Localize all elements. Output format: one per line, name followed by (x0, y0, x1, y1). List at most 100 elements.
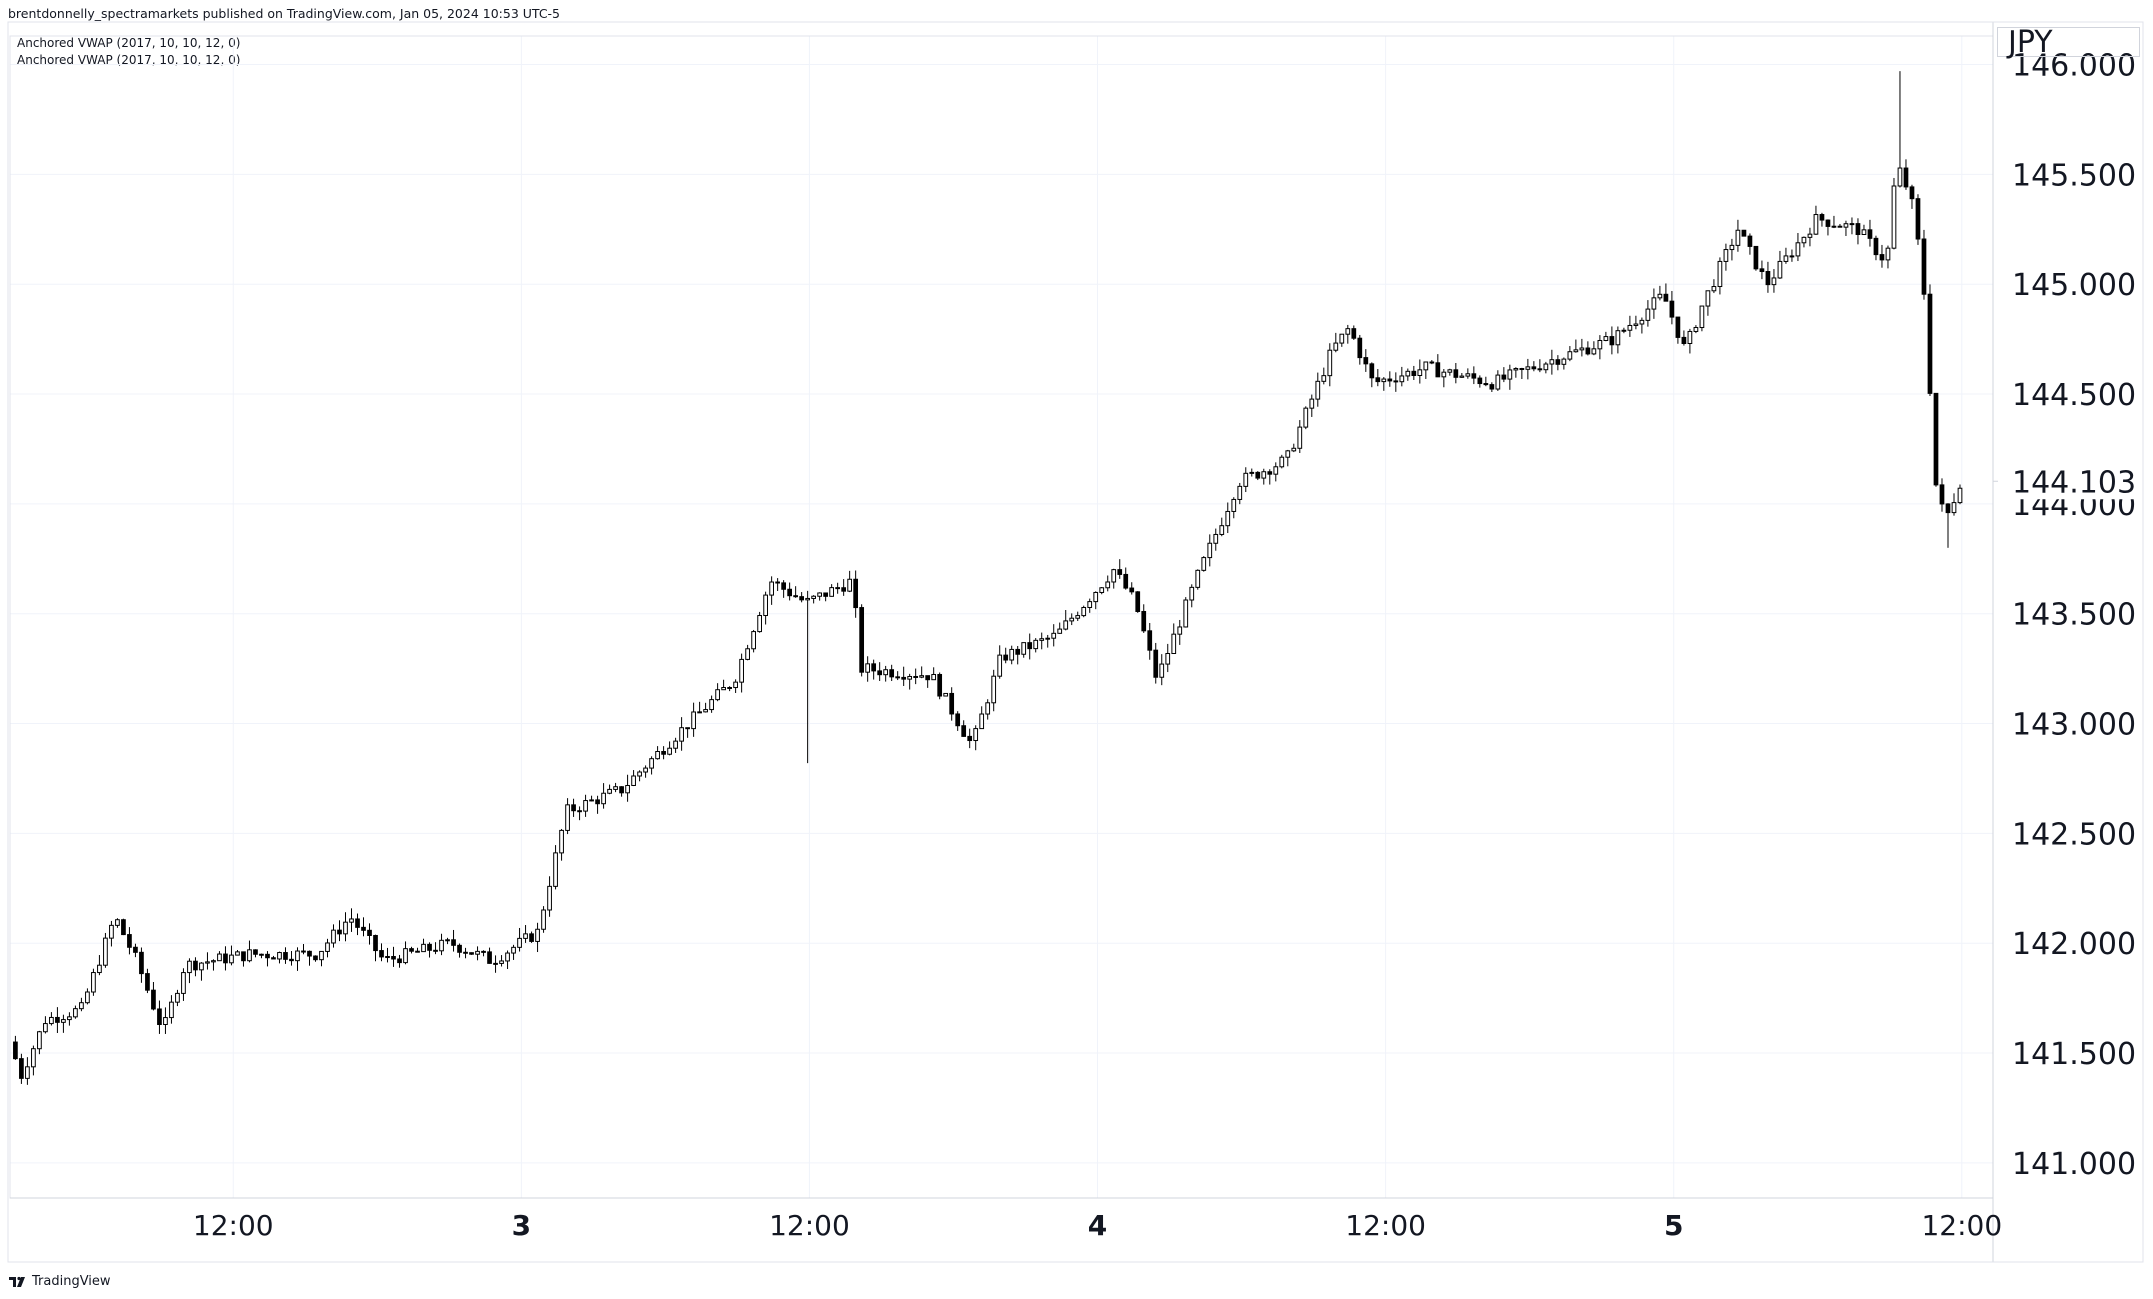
candle (919, 666, 925, 679)
candle (343, 912, 348, 942)
candle (673, 737, 678, 753)
candle (19, 1053, 24, 1084)
candle (1753, 245, 1759, 271)
candle (1387, 371, 1393, 387)
candle (475, 946, 480, 961)
candle (49, 1012, 54, 1026)
candle (1315, 372, 1321, 407)
candle (1261, 468, 1267, 485)
candle (1897, 71, 1903, 188)
candle (1933, 392, 1939, 487)
candle (1495, 370, 1501, 391)
candle (1489, 382, 1495, 393)
currency-label[interactable]: JPY (1997, 27, 2140, 58)
candle (1069, 613, 1075, 626)
candle (1549, 349, 1555, 375)
candle (613, 782, 618, 793)
candle (415, 947, 420, 953)
candle (313, 955, 318, 962)
candle (271, 955, 276, 960)
candle (181, 968, 186, 1001)
candle (1831, 215, 1837, 229)
candle (1141, 604, 1147, 633)
candle (211, 959, 216, 971)
candle (595, 795, 600, 814)
candle (817, 592, 823, 601)
candle (1075, 611, 1081, 621)
candle (1243, 467, 1249, 493)
candle (1807, 227, 1813, 247)
footer-brand: TradingView (9, 1274, 111, 1289)
candle (1351, 325, 1357, 340)
candle (319, 950, 324, 967)
candle (1453, 362, 1459, 384)
candle (1597, 335, 1603, 360)
candle (649, 756, 654, 775)
indicator-label[interactable]: Anchored VWAP (2017, 10, 10, 12, 0) (17, 36, 241, 50)
candle (1201, 556, 1207, 572)
x-tick-label: 12:00 (769, 1209, 850, 1242)
candle (1093, 591, 1099, 610)
candle (1705, 290, 1711, 316)
candle (1417, 359, 1423, 384)
candle (1171, 623, 1177, 655)
y-tick-label: 141.000 (2012, 1147, 2136, 1182)
candle (1609, 326, 1615, 355)
candle (1627, 315, 1633, 337)
candle (835, 582, 841, 594)
candle (199, 962, 204, 981)
candle (1789, 249, 1795, 262)
candle (745, 644, 750, 661)
time-axis[interactable]: 12:00 3 12:00 4 12:00 5 12:00 (193, 1209, 2002, 1242)
candle (145, 968, 150, 994)
candle (1177, 619, 1183, 645)
candle (1519, 367, 1525, 380)
x-tick-label: 12:00 (1921, 1209, 2002, 1242)
candle (571, 798, 576, 817)
candle (1411, 365, 1417, 381)
candle (1477, 375, 1483, 388)
candle (1081, 605, 1087, 618)
candle (1405, 368, 1411, 381)
candle (349, 908, 354, 932)
candle (781, 580, 786, 598)
indicator-label[interactable]: Anchored VWAP (2017, 10, 10, 12, 0) (17, 53, 241, 67)
candle (1195, 569, 1201, 590)
candle (1699, 305, 1705, 332)
price-axis[interactable]: 141.000 141.500 142.000 142.500 143.000 143.5… (2012, 49, 2136, 1182)
candle (943, 692, 949, 697)
candle (865, 656, 871, 682)
candle (1957, 484, 1963, 505)
x-tick-label: 5 (1664, 1209, 1683, 1242)
candle (1843, 220, 1849, 236)
candle (1879, 244, 1885, 268)
candle (1903, 159, 1909, 190)
candle (247, 940, 252, 963)
candle (1525, 358, 1531, 380)
candle (1687, 328, 1693, 354)
footer-brand-label: TradingView (32, 1274, 111, 1289)
candle (823, 592, 829, 602)
candle (1105, 575, 1111, 592)
candle (1045, 634, 1051, 648)
candle (205, 952, 210, 970)
candle (223, 946, 228, 971)
candle (1927, 284, 1933, 397)
candle (703, 702, 708, 713)
candle (841, 579, 847, 596)
candle (811, 595, 817, 604)
candle (1153, 642, 1159, 684)
candle (505, 950, 510, 970)
candle (1513, 367, 1519, 378)
candle (1225, 502, 1231, 534)
candle (265, 951, 270, 967)
candle (439, 933, 444, 956)
candle (91, 968, 96, 996)
y-tick-label: 145.500 (2012, 158, 2136, 193)
candle (967, 728, 973, 749)
candle (1321, 367, 1327, 385)
candle (1801, 236, 1807, 248)
candle (1117, 559, 1123, 579)
candle (1573, 339, 1579, 353)
